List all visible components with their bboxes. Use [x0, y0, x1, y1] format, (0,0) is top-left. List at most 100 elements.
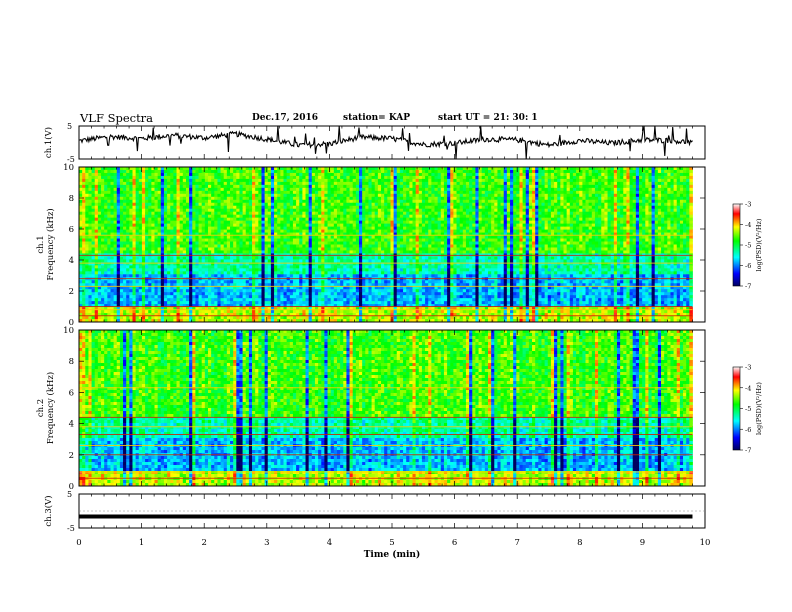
spectrogram-cell	[554, 200, 558, 203]
spectrogram-cell	[504, 194, 508, 197]
spectrogram-cell	[633, 197, 637, 200]
spectrogram-cell	[598, 182, 602, 185]
spectrogram-cell	[463, 173, 467, 176]
spectrogram-cell	[545, 200, 549, 203]
spectrogram-cell	[431, 200, 435, 203]
spectrogram-cell	[217, 167, 221, 170]
spectrogram-cell	[252, 197, 256, 200]
spectrogram-cell	[394, 194, 398, 197]
spectrogram-cell	[441, 200, 445, 203]
spectrogram-cell	[611, 176, 615, 179]
spectrogram-cell	[145, 194, 149, 197]
spectrogram-cell	[151, 185, 155, 188]
spectrogram-cell	[529, 200, 533, 203]
spectrogram-cell	[390, 188, 394, 191]
spectrogram-cell	[513, 200, 517, 203]
spectrogram-cell	[98, 173, 102, 176]
spectrogram-cell	[283, 188, 287, 191]
spectrogram-cell	[554, 179, 558, 182]
spectrogram-cell	[384, 188, 388, 191]
spectrogram-cell	[526, 203, 530, 206]
spectrogram-cell	[287, 200, 291, 203]
spectrogram-cell	[504, 200, 508, 203]
spectrogram-cell	[513, 188, 517, 191]
spectrogram-cell	[350, 185, 354, 188]
spectrogram-cell	[548, 179, 552, 182]
spectrogram-cell	[545, 188, 549, 191]
spectrogram-cell	[350, 203, 354, 206]
spectrogram-cell	[510, 200, 514, 203]
spectrogram-cell	[683, 200, 687, 203]
spectrogram-cell	[431, 191, 435, 194]
spectrogram-cell	[362, 182, 366, 185]
spectrogram-cell	[183, 188, 187, 191]
spectrogram-cell	[183, 170, 187, 173]
spectrogram-cell	[576, 167, 580, 170]
spectrogram-cell	[117, 176, 121, 179]
spectrogram-cell	[167, 191, 171, 194]
spectrogram-cell	[438, 203, 442, 206]
spectrogram-cell	[592, 203, 596, 206]
spectrogram-cell	[199, 176, 203, 179]
spectrogram-cell	[343, 188, 347, 191]
spectrogram-cell	[567, 188, 571, 191]
spectrogram-cell	[145, 191, 149, 194]
spectrogram-cell	[243, 179, 247, 182]
spectrogram-cell	[346, 203, 350, 206]
spectrogram-cell	[535, 179, 539, 182]
spectrogram-cell	[202, 203, 206, 206]
spectrogram-cell	[107, 170, 111, 173]
spectrogram-cell	[189, 203, 193, 206]
spectrogram-cell	[573, 191, 577, 194]
spectrogram-cell	[274, 185, 278, 188]
spectrogram-cell	[227, 185, 231, 188]
spectrogram-cell	[589, 194, 593, 197]
spectrogram-cell	[617, 182, 621, 185]
spectrogram-cell	[469, 203, 473, 206]
spectrogram-cell	[482, 191, 486, 194]
spectrogram-cell	[469, 188, 473, 191]
spectrogram-cell	[523, 176, 527, 179]
spectrogram-cell	[677, 170, 681, 173]
spectrogram-cell	[598, 203, 602, 206]
spectrogram-cell	[328, 176, 332, 179]
spectrogram-cell	[589, 203, 593, 206]
spectrogram-cell	[306, 191, 310, 194]
spectrogram-cell	[79, 194, 83, 197]
spectrogram-cell	[246, 197, 250, 200]
spectrogram-cell	[381, 194, 385, 197]
spectrogram-cell	[299, 167, 303, 170]
spectrogram-cell	[403, 200, 407, 203]
spectrogram-cell	[595, 188, 599, 191]
spectrogram-cell	[642, 197, 646, 200]
spectrogram-cell	[604, 182, 608, 185]
spectrogram-cell	[661, 203, 665, 206]
spectrogram-cell	[680, 197, 684, 200]
spectrogram-cell	[457, 191, 461, 194]
spectrogram-cell	[538, 173, 542, 176]
spectrogram-cell	[170, 194, 174, 197]
spectrogram-cell	[321, 191, 325, 194]
spectrogram-cell	[88, 173, 92, 176]
spectrogram-cell	[510, 173, 514, 176]
spectrogram-cell	[202, 191, 206, 194]
spectrogram-cell	[406, 179, 410, 182]
spectrogram-cell	[400, 176, 404, 179]
spectrogram-cell	[239, 167, 243, 170]
spectrogram-cell	[586, 182, 590, 185]
spectrogram-cell	[529, 191, 533, 194]
spectrogram-cell	[670, 170, 674, 173]
spectrogram-cell	[586, 194, 590, 197]
spectrogram-cell	[164, 185, 168, 188]
spectrogram-cell	[148, 173, 152, 176]
spectrogram-cell	[224, 179, 228, 182]
spectrogram-cell	[129, 200, 133, 203]
spectrogram-cell	[460, 179, 464, 182]
spectrogram-cell	[441, 182, 445, 185]
spectrogram-cell	[648, 185, 652, 188]
spectrogram-cell	[92, 188, 96, 191]
spectrogram-cell	[636, 167, 640, 170]
spectrogram-cell	[551, 179, 555, 182]
spectrogram-cell	[139, 176, 143, 179]
spectrogram-cell	[431, 188, 435, 191]
